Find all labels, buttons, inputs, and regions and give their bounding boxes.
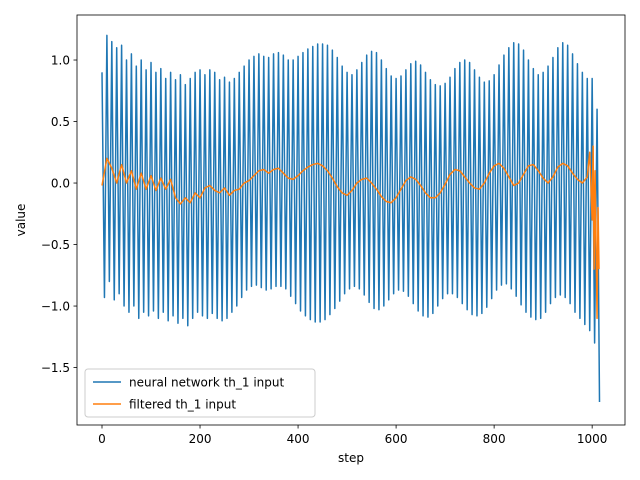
series-line [101,145,600,320]
y-axis-label: value [14,204,28,237]
y-tick-label: 1.0 [51,54,70,68]
x-tick-label: 800 [483,432,506,446]
y-tick-label: −1.5 [41,361,70,375]
plot-frame [76,14,626,426]
x-tick-label: 0 [98,432,106,446]
legend-label: neural network th_1 input [129,376,284,390]
x-tick-label: 200 [189,432,212,446]
x-tick-label: 1000 [577,432,608,446]
y-tick-label: 0.5 [51,115,70,129]
x-axis-label: step [338,451,364,465]
y-tick-label: 0.0 [51,177,70,191]
y-tick-label: −0.5 [41,238,70,252]
legend-box [84,368,316,418]
y-tick-label: −1.0 [41,300,70,314]
series-line [101,34,601,403]
legend-label: filtered th_1 input [129,398,236,412]
x-tick-label: 600 [385,432,408,446]
x-tick-label: 400 [287,432,310,446]
